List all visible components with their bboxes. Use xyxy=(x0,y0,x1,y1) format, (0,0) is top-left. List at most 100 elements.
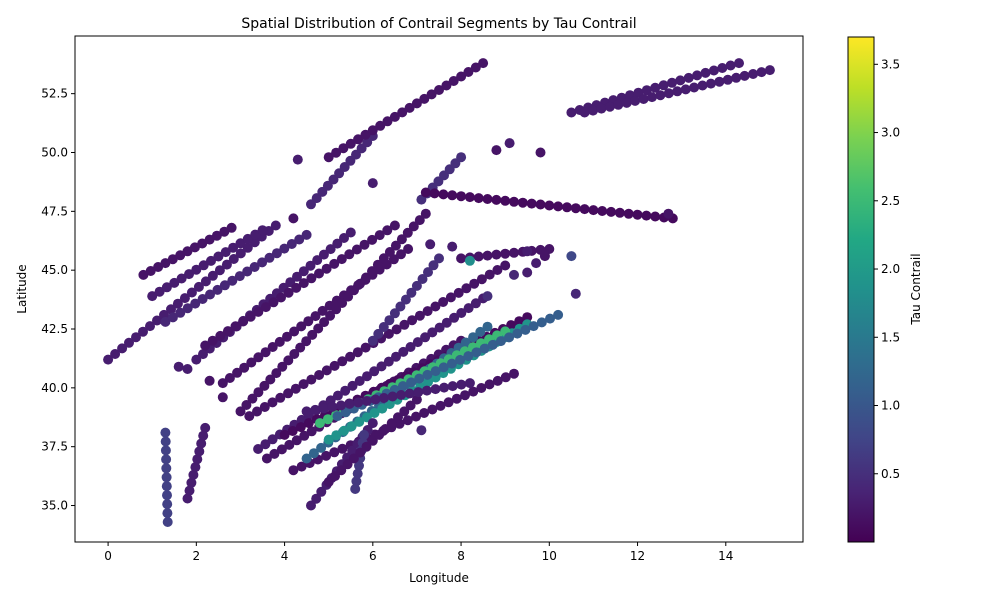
scatter-point xyxy=(412,337,423,348)
scatter-point xyxy=(131,332,141,343)
scatter-point xyxy=(380,424,391,434)
colorbar-label: Tau Contrail xyxy=(909,253,923,325)
scatter-point xyxy=(621,97,632,108)
scatter-point xyxy=(553,201,564,212)
scatter-point xyxy=(411,394,422,405)
scatter-point xyxy=(663,208,674,219)
scatter-point xyxy=(734,58,744,69)
scatter-point xyxy=(323,152,334,163)
scatter-point xyxy=(378,322,389,332)
scatter-point xyxy=(725,60,736,71)
scatter-point xyxy=(332,411,343,422)
scatter-point xyxy=(692,70,703,81)
scatter-point xyxy=(588,105,598,116)
scatter-point xyxy=(186,287,197,298)
scatter-point xyxy=(641,210,652,221)
scatter-point xyxy=(414,373,425,384)
scatter-point xyxy=(420,208,431,219)
scatter-point xyxy=(438,362,449,373)
scatter-point xyxy=(242,242,253,253)
scatter-point xyxy=(295,342,306,353)
scatter-point xyxy=(353,134,364,145)
scatter-point xyxy=(301,453,312,464)
scatter-point xyxy=(196,438,207,449)
scatter-point xyxy=(294,234,305,245)
scatter-point xyxy=(329,258,340,269)
scatter-point xyxy=(296,321,307,332)
scatter-point xyxy=(161,282,172,293)
scatter-point xyxy=(287,426,298,436)
scatter-point xyxy=(425,239,436,250)
scatter-point xyxy=(166,304,176,315)
scatter-point xyxy=(238,316,249,327)
scatter-point xyxy=(460,390,470,401)
scatter-point xyxy=(226,222,237,233)
scatter-point xyxy=(230,321,241,332)
scatter-point xyxy=(705,78,716,89)
scatter-point xyxy=(355,278,365,289)
scatter-point xyxy=(244,411,255,422)
scatter-point xyxy=(354,460,364,471)
scatter-point xyxy=(596,103,607,114)
scatter-point xyxy=(370,394,381,405)
scatter-point xyxy=(438,297,449,307)
scatter-point xyxy=(138,269,149,280)
scatter-point xyxy=(378,253,389,264)
scatter-point xyxy=(197,238,208,249)
scatter-point xyxy=(367,234,378,245)
scatter-point xyxy=(330,471,340,482)
scatter-point xyxy=(384,247,395,257)
scatter-point xyxy=(441,317,452,328)
scatter-point xyxy=(279,243,290,254)
y-tick-label: 50.0 xyxy=(41,145,68,159)
scatter-point xyxy=(426,89,437,100)
scatter-point xyxy=(445,292,456,303)
scatter-point xyxy=(491,249,502,260)
scatter-point xyxy=(435,400,446,411)
scatter-point xyxy=(162,499,173,510)
scatter-point xyxy=(338,143,349,154)
scatter-point xyxy=(411,280,422,291)
scatter-point xyxy=(504,138,515,149)
scatter-point xyxy=(393,412,403,423)
scatter-point xyxy=(298,266,309,277)
scatter-point xyxy=(367,418,378,429)
scatter-point xyxy=(345,227,356,238)
scatter-point xyxy=(228,242,239,253)
scatter-point xyxy=(469,278,480,289)
scatter-point xyxy=(422,369,433,380)
scatter-point xyxy=(319,317,330,328)
scatter-point xyxy=(332,238,343,249)
scatter-point xyxy=(207,335,218,346)
scatter-point xyxy=(650,82,661,93)
scatter-point xyxy=(374,230,385,241)
scatter-point xyxy=(604,101,615,112)
scatter-point xyxy=(325,244,336,255)
scatter-point xyxy=(253,352,264,363)
scatter-point xyxy=(235,238,246,249)
scatter-point xyxy=(340,385,351,396)
scatter-point xyxy=(349,285,359,296)
scatter-point xyxy=(658,80,669,91)
scatter-point xyxy=(110,349,121,359)
scatter-point xyxy=(446,358,457,369)
y-tick-label: 47.5 xyxy=(41,204,68,218)
chart-title: Spatial Distribution of Contrail Segment… xyxy=(241,16,636,32)
scatter-point xyxy=(453,287,464,298)
scatter-point xyxy=(443,397,454,408)
scatter-point xyxy=(308,448,319,459)
scatter-point xyxy=(509,247,519,258)
scatter-point xyxy=(379,393,389,403)
scatter-point xyxy=(306,273,317,284)
scatter-point xyxy=(241,400,252,410)
scatter-point xyxy=(482,321,493,332)
scatter-point xyxy=(667,77,677,88)
scatter-point xyxy=(161,463,172,474)
scatter-point xyxy=(311,493,322,504)
y-tick-label: 42.5 xyxy=(41,322,68,336)
scatter-point xyxy=(253,387,264,398)
scatter-point xyxy=(473,251,484,262)
scatter-point xyxy=(337,356,348,367)
scatter-point xyxy=(438,189,449,200)
scatter-point xyxy=(220,247,231,258)
